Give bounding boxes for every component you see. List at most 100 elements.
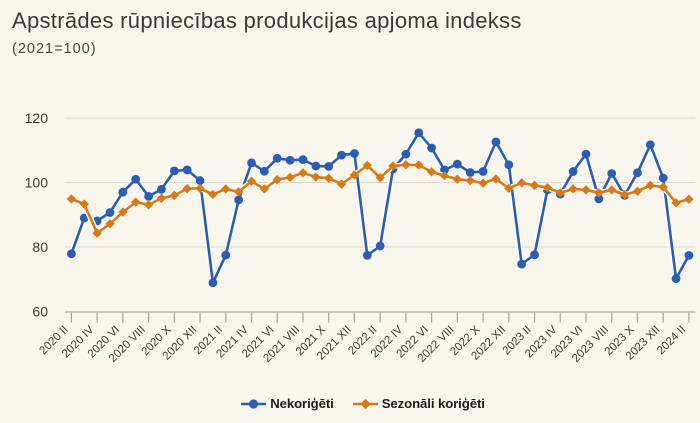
data-point-marker[interactable] — [426, 167, 437, 177]
data-point-marker[interactable] — [259, 166, 269, 176]
data-point-marker[interactable] — [684, 250, 694, 260]
data-point-marker[interactable] — [427, 143, 437, 153]
data-point-marker[interactable] — [401, 160, 411, 170]
data-point-marker[interactable] — [233, 187, 244, 197]
legend-label: Nekoriģēti — [270, 396, 334, 411]
data-point-marker[interactable] — [439, 171, 450, 181]
data-point-marker[interactable] — [169, 166, 179, 176]
data-point-marker[interactable] — [156, 193, 167, 204]
data-point-marker[interactable] — [568, 184, 578, 194]
data-point-marker[interactable] — [336, 179, 347, 189]
data-point-marker[interactable] — [594, 188, 604, 198]
data-point-marker[interactable] — [658, 182, 668, 192]
data-point-marker[interactable] — [465, 175, 475, 186]
data-point-marker[interactable] — [105, 208, 115, 217]
data-point-marker[interactable] — [362, 250, 372, 260]
data-point-marker[interactable] — [504, 183, 514, 194]
data-point-marker[interactable] — [195, 183, 205, 194]
data-point-marker[interactable] — [645, 140, 655, 150]
data-point-marker[interactable] — [272, 174, 282, 185]
data-point-marker[interactable] — [311, 161, 321, 171]
data-point-marker[interactable] — [182, 183, 192, 194]
data-point-marker[interactable] — [517, 259, 527, 269]
data-point-marker[interactable] — [144, 191, 153, 201]
data-point-marker[interactable] — [645, 180, 656, 191]
data-point-marker[interactable] — [478, 178, 488, 188]
data-point-marker[interactable] — [246, 176, 257, 186]
data-point-marker[interactable] — [568, 167, 578, 176]
data-point-marker[interactable] — [388, 161, 398, 171]
data-point-marker[interactable] — [491, 174, 501, 184]
data-point-marker[interactable] — [671, 198, 681, 208]
data-point-marker[interactable] — [79, 199, 89, 209]
data-point-marker[interactable] — [684, 194, 694, 204]
data-point-marker[interactable] — [79, 213, 89, 223]
data-point-marker[interactable] — [221, 250, 231, 260]
data-point-marker[interactable] — [118, 207, 128, 217]
data-point-marker[interactable] — [633, 168, 642, 178]
series-line-unadjusted — [70, 131, 691, 285]
data-point-marker[interactable] — [414, 160, 424, 170]
data-point-marker[interactable] — [594, 194, 604, 204]
data-point-marker[interactable] — [530, 250, 539, 260]
data-point-marker[interactable] — [478, 167, 488, 176]
legend-symbol-diamond — [352, 398, 378, 409]
data-point-marker[interactable] — [234, 195, 244, 205]
data-point-marker[interactable] — [182, 165, 192, 175]
data-point-marker[interactable] — [658, 173, 668, 183]
data-point-marker[interactable] — [66, 194, 77, 204]
data-point-marker[interactable] — [607, 185, 617, 195]
data-point-marker[interactable] — [131, 174, 141, 184]
data-point-marker[interactable] — [157, 184, 166, 194]
legend-item-nekorigeti[interactable]: Nekoriģēti — [241, 396, 334, 411]
data-point-marker[interactable] — [208, 278, 218, 288]
data-point-marker[interactable] — [581, 149, 591, 159]
data-point-marker[interactable] — [169, 190, 180, 201]
data-point-marker[interactable] — [259, 184, 270, 194]
data-point-marker[interactable] — [362, 160, 372, 171]
data-point-marker[interactable] — [285, 155, 295, 165]
data-point-marker[interactable] — [529, 180, 540, 191]
data-point-marker[interactable] — [195, 176, 205, 185]
data-point-marker[interactable] — [581, 185, 591, 195]
data-point-marker[interactable] — [221, 184, 231, 194]
data-point-marker[interactable] — [324, 173, 334, 184]
data-point-marker[interactable] — [440, 165, 449, 175]
data-point-marker[interactable] — [555, 188, 565, 198]
data-point-marker[interactable] — [285, 172, 295, 183]
data-point-marker[interactable] — [414, 128, 424, 138]
data-point-marker[interactable] — [607, 169, 617, 178]
data-point-marker[interactable] — [67, 249, 76, 259]
data-point-marker[interactable] — [465, 168, 475, 177]
data-point-marker[interactable] — [375, 241, 385, 251]
data-point-marker[interactable] — [118, 187, 128, 197]
data-point-marker[interactable] — [542, 182, 553, 193]
data-point-marker[interactable] — [324, 161, 334, 171]
chart-title: Apstrādes rūpniecības produkcijas apjoma… — [12, 8, 522, 33]
data-point-marker[interactable] — [632, 186, 643, 196]
data-point-marker[interactable] — [452, 159, 462, 169]
data-point-marker[interactable] — [337, 150, 346, 160]
data-point-marker[interactable] — [105, 219, 115, 229]
data-point-marker[interactable] — [619, 190, 630, 200]
data-point-marker[interactable] — [349, 170, 360, 180]
data-point-marker[interactable] — [247, 158, 256, 168]
data-point-marker[interactable] — [298, 168, 308, 178]
data-point-marker[interactable] — [272, 153, 282, 163]
data-point-marker[interactable] — [92, 228, 102, 238]
data-point-marker[interactable] — [311, 172, 321, 182]
data-point-marker[interactable] — [143, 200, 154, 210]
y-axis-label: 80 — [32, 239, 48, 255]
data-point-marker[interactable] — [671, 274, 681, 284]
legend-item-sezonali-korigeti[interactable]: Sezonāli koriģēti — [352, 396, 485, 411]
data-point-marker[interactable] — [504, 160, 514, 170]
data-point-marker[interactable] — [452, 174, 463, 184]
data-point-marker[interactable] — [375, 172, 385, 183]
data-point-marker[interactable] — [131, 197, 141, 207]
data-point-marker[interactable] — [350, 149, 359, 158]
data-point-marker[interactable] — [298, 155, 308, 165]
data-point-marker[interactable] — [516, 178, 527, 188]
data-point-marker[interactable] — [208, 189, 218, 200]
data-point-marker[interactable] — [401, 149, 411, 159]
data-point-marker[interactable] — [491, 137, 501, 147]
